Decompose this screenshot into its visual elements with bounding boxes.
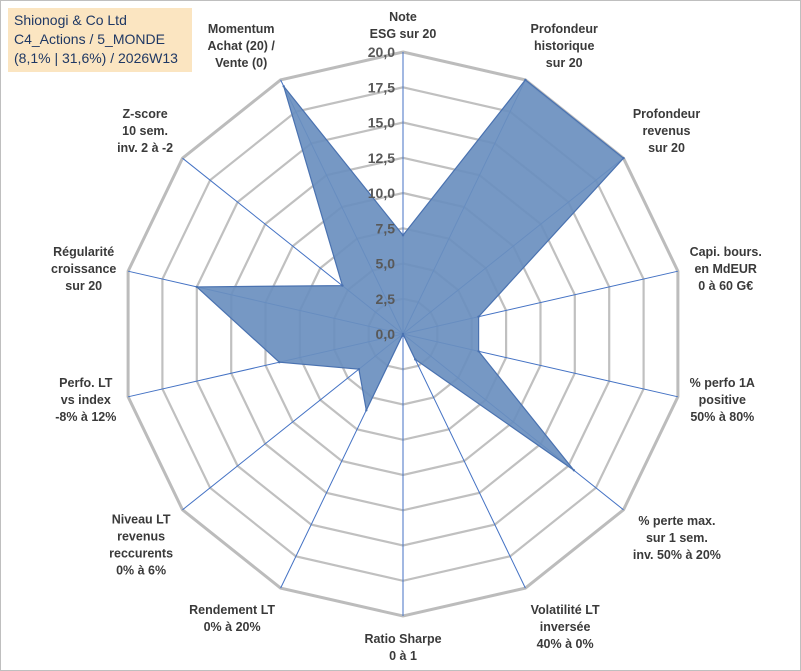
data-point [365, 409, 368, 412]
axis-label-line: 0% à 20% [204, 620, 261, 634]
axis-label-line: vs index [61, 393, 111, 407]
axis-label-line: Achat (20) / [208, 39, 276, 53]
axis-label-line: croissance [51, 262, 116, 276]
axis-label: % perfo 1A positive 50% à 80% [690, 376, 755, 424]
axis-label: Volatilité LT inversée 40% à 0% [531, 603, 600, 651]
score-and-week: (8,1% | 31,6%) / 2026W13 [14, 50, 178, 66]
tick-label: 2,5 [376, 291, 396, 307]
tick-label: 20,0 [368, 44, 395, 60]
axis-label-line: positive [699, 393, 746, 407]
radial-tick-labels: 0,0 2,5 5,0 7,5 10,0 12,5 15,0 17,5 20,0 [368, 44, 395, 342]
axis-label-line: sur 1 sem. [646, 531, 708, 545]
tick-label: 0,0 [376, 326, 396, 342]
data-point [357, 368, 361, 371]
axis-label-line: % perfo 1A [690, 376, 755, 390]
axis-label: Ratio Sharpe 0 à 1 [364, 632, 441, 663]
axis-label-line: 0 à 1 [389, 649, 417, 663]
tick-label: 17,5 [368, 79, 395, 95]
tick-label: 5,0 [376, 256, 396, 272]
data-point [341, 284, 344, 287]
data-point [401, 332, 405, 336]
title-box: Shionogi & Co Ltd C4_Actions / 5_MONDE (… [8, 8, 192, 72]
axis-label-line: inv. 2 à -2 [117, 141, 173, 155]
axis-label-line: 50% à 80% [690, 410, 754, 424]
axis-label-line: ESG sur 20 [370, 27, 437, 41]
data-point [477, 315, 480, 318]
axis-label-line: Régularité [53, 245, 114, 259]
axis-label-line: Momentum [208, 22, 275, 36]
axis-label-line: -8% à 12% [55, 410, 116, 424]
axis-label-line: inv. 50% à 20% [633, 548, 721, 562]
axis-label-line: revenus [643, 124, 691, 138]
axis-label: Note ESG sur 20 [370, 10, 437, 41]
tick-label: 7,5 [376, 220, 396, 236]
axis-label-line: 10 sem. [122, 124, 168, 138]
axis-label-line: 0 à 60 G€ [698, 279, 753, 293]
data-point [477, 350, 480, 353]
axis-label: Momentum Achat (20) / Vente (0) [208, 22, 276, 70]
axis-label: Niveau LT revenus reccurents 0% à 6% [109, 513, 173, 578]
axis-label: Capi. bours. en MdEUR 0 à 60 G€ [690, 245, 762, 293]
company-name: Shionogi & Co Ltd [14, 12, 127, 28]
axis-label-line: Profondeur [531, 22, 598, 36]
axis-label: Rendement LT 0% à 20% [189, 603, 275, 634]
axis-label-line: Rendement LT [189, 603, 275, 617]
axis-label: Régularité croissance sur 20 [51, 245, 116, 293]
axis-label-line: Profondeur [633, 107, 700, 121]
data-point [572, 469, 576, 472]
tick-label: 15,0 [368, 115, 395, 131]
data-point [401, 234, 405, 237]
portfolio-category: C4_Actions / 5_MONDE [14, 31, 165, 47]
axis-label-line: sur 20 [648, 141, 685, 155]
axis-label-line: sur 20 [546, 56, 583, 70]
axis-label-line: Vente (0) [215, 56, 267, 70]
axis-label-line: historique [534, 39, 594, 53]
data-point [414, 358, 417, 361]
axis-label: Profondeur historique sur 20 [531, 22, 598, 70]
axis-label-line: 0% à 6% [116, 564, 166, 578]
axis-label-line: Capi. bours. [690, 245, 762, 259]
data-point [282, 85, 285, 88]
data-point [278, 361, 281, 364]
axis-spoke [402, 333, 526, 589]
data-point [195, 285, 198, 289]
axis-label-line: inversée [540, 620, 591, 634]
axis-label: Perfo. LT vs index -8% à 12% [55, 376, 116, 424]
axis-label-line: sur 20 [65, 279, 102, 293]
axis-label-line: Perfo. LT [59, 376, 113, 390]
data-point [524, 78, 527, 82]
axis-label-line: Ratio Sharpe [364, 632, 441, 646]
data-point [622, 157, 625, 160]
axis-label-line: Volatilité LT [531, 603, 600, 617]
axis-label-line: en MdEUR [694, 262, 757, 276]
axis-label: Profondeur revenus sur 20 [633, 107, 700, 155]
axis-label-line: revenus [117, 530, 165, 544]
axis-labels: Note ESG sur 20 Profondeur historique sur 20… [51, 10, 762, 663]
axis-label: % perte max. sur 1 sem. inv. 50% à 20% [633, 514, 721, 562]
axis-label-line: Z-score [123, 107, 168, 121]
axis-label: Z-score 10 sem. inv. 2 à -2 [117, 107, 173, 155]
tick-label: 12,5 [368, 150, 395, 166]
data-series [195, 78, 625, 472]
axis-label-line: reccurents [109, 547, 173, 561]
axis-label-line: % perte max. [638, 514, 715, 528]
axis-label-line: Note [389, 10, 417, 24]
axis-label-line: 40% à 0% [537, 637, 594, 651]
tick-label: 10,0 [368, 185, 395, 201]
axis-label-line: Niveau LT [112, 513, 171, 527]
